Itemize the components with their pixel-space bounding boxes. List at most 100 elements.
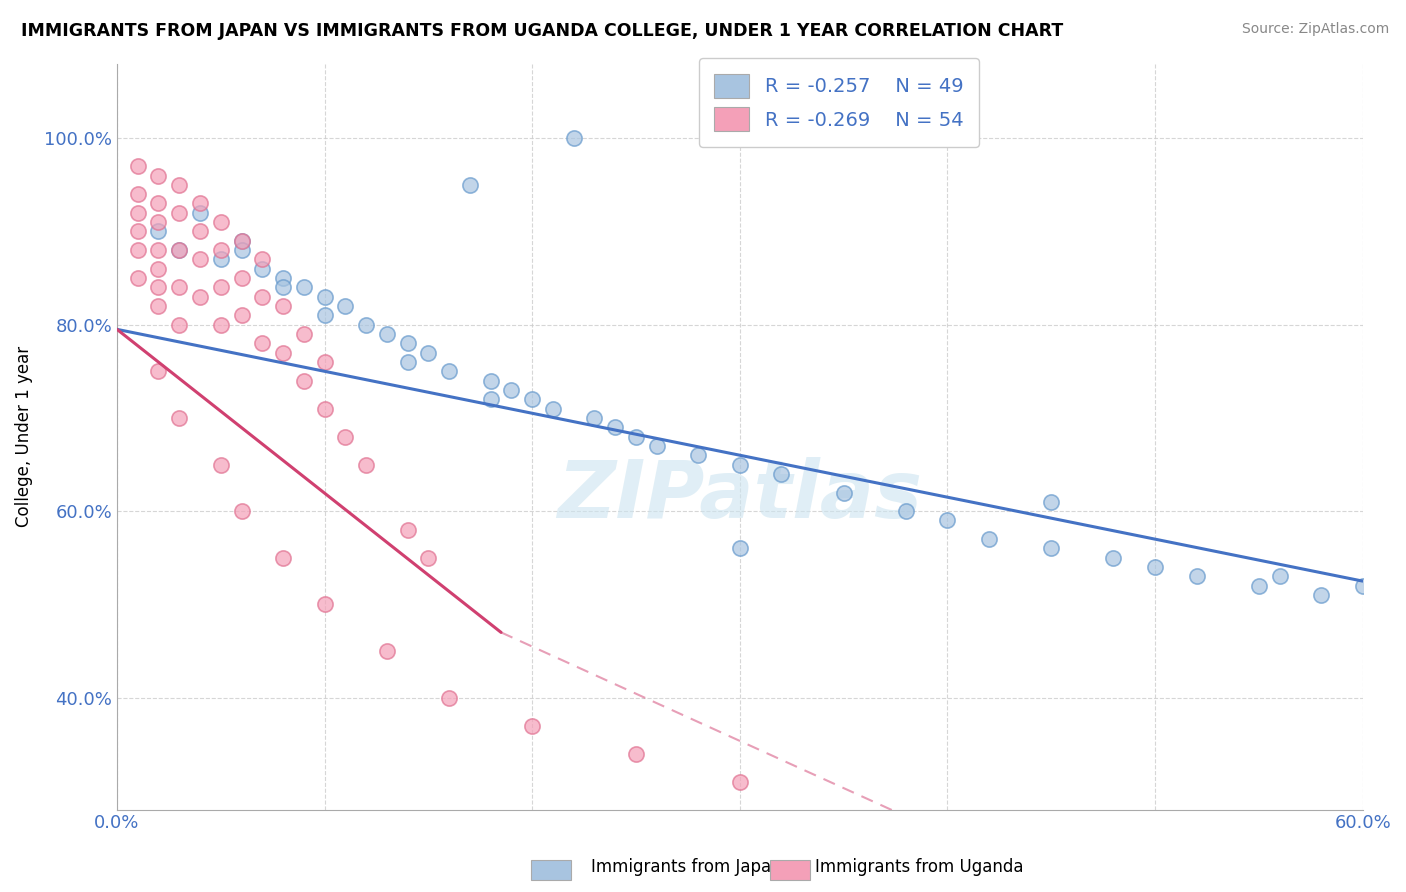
Point bbox=[624, 747, 647, 761]
Point bbox=[148, 224, 170, 238]
Point bbox=[188, 196, 211, 211]
Point bbox=[832, 485, 855, 500]
Point bbox=[688, 448, 710, 462]
Point bbox=[167, 411, 190, 425]
Point bbox=[167, 178, 190, 192]
Point bbox=[271, 550, 294, 565]
Point bbox=[396, 336, 419, 351]
Point bbox=[437, 364, 460, 378]
Point bbox=[127, 243, 149, 257]
Point bbox=[728, 774, 751, 789]
Point bbox=[252, 261, 274, 276]
Point bbox=[271, 280, 294, 294]
Point bbox=[335, 429, 357, 443]
Point bbox=[1185, 569, 1208, 583]
Point bbox=[645, 439, 668, 453]
Point bbox=[127, 206, 149, 220]
Point bbox=[479, 392, 502, 407]
Point bbox=[252, 252, 274, 267]
Point bbox=[271, 345, 294, 359]
Point bbox=[148, 299, 170, 313]
Text: IMMIGRANTS FROM JAPAN VS IMMIGRANTS FROM UGANDA COLLEGE, UNDER 1 YEAR CORRELATIO: IMMIGRANTS FROM JAPAN VS IMMIGRANTS FROM… bbox=[21, 22, 1063, 40]
Point bbox=[188, 224, 211, 238]
Point bbox=[583, 411, 606, 425]
Point bbox=[314, 355, 336, 369]
Point bbox=[188, 252, 211, 267]
Point bbox=[231, 234, 253, 248]
Point bbox=[335, 299, 357, 313]
Point bbox=[1102, 550, 1125, 565]
Point bbox=[728, 541, 751, 556]
Point bbox=[209, 318, 232, 332]
Point bbox=[770, 467, 793, 481]
Point bbox=[127, 187, 149, 202]
Point bbox=[252, 290, 274, 304]
Point bbox=[209, 458, 232, 472]
Point bbox=[167, 206, 190, 220]
Point bbox=[231, 271, 253, 285]
Point bbox=[292, 326, 315, 341]
Point bbox=[1247, 579, 1270, 593]
Point bbox=[1040, 541, 1063, 556]
Point bbox=[354, 458, 377, 472]
Point bbox=[894, 504, 917, 518]
Point bbox=[375, 326, 398, 341]
Point bbox=[314, 401, 336, 416]
Point bbox=[375, 644, 398, 658]
Point bbox=[1268, 569, 1291, 583]
Point bbox=[314, 309, 336, 323]
Point bbox=[148, 364, 170, 378]
Point bbox=[936, 514, 959, 528]
Point bbox=[148, 196, 170, 211]
Point bbox=[977, 532, 1000, 546]
Point bbox=[314, 598, 336, 612]
Point bbox=[127, 224, 149, 238]
Text: Immigrants from Uganda: Immigrants from Uganda bbox=[815, 858, 1024, 876]
Point bbox=[292, 280, 315, 294]
Point bbox=[252, 336, 274, 351]
Point bbox=[271, 299, 294, 313]
Point bbox=[148, 261, 170, 276]
Point bbox=[396, 523, 419, 537]
Point bbox=[188, 290, 211, 304]
Legend: R = -0.257    N = 49, R = -0.269    N = 54: R = -0.257 N = 49, R = -0.269 N = 54 bbox=[699, 58, 979, 146]
Point bbox=[437, 690, 460, 705]
Point bbox=[167, 243, 190, 257]
Point bbox=[188, 206, 211, 220]
Point bbox=[148, 169, 170, 183]
Text: Source: ZipAtlas.com: Source: ZipAtlas.com bbox=[1241, 22, 1389, 37]
Point bbox=[501, 383, 523, 397]
Point bbox=[231, 234, 253, 248]
Point bbox=[271, 271, 294, 285]
Point bbox=[148, 280, 170, 294]
Point bbox=[522, 718, 544, 732]
Point bbox=[624, 429, 647, 443]
Point bbox=[522, 392, 544, 407]
Point bbox=[354, 318, 377, 332]
Point bbox=[562, 131, 585, 145]
Point bbox=[209, 252, 232, 267]
Point bbox=[479, 374, 502, 388]
Point bbox=[231, 309, 253, 323]
Point bbox=[1143, 560, 1166, 574]
Point bbox=[1351, 579, 1374, 593]
Point bbox=[292, 374, 315, 388]
Point bbox=[231, 243, 253, 257]
Point bbox=[167, 318, 190, 332]
Point bbox=[231, 504, 253, 518]
Point bbox=[458, 178, 481, 192]
Point bbox=[148, 243, 170, 257]
Point bbox=[148, 215, 170, 229]
Point bbox=[605, 420, 627, 434]
Text: ZIPatlas: ZIPatlas bbox=[557, 458, 922, 535]
Point bbox=[418, 345, 440, 359]
Point bbox=[314, 290, 336, 304]
Point bbox=[541, 401, 564, 416]
Point bbox=[1040, 495, 1063, 509]
Point bbox=[127, 159, 149, 173]
Point bbox=[209, 215, 232, 229]
Point bbox=[1310, 588, 1333, 602]
Point bbox=[418, 550, 440, 565]
Point bbox=[167, 280, 190, 294]
Point bbox=[127, 271, 149, 285]
